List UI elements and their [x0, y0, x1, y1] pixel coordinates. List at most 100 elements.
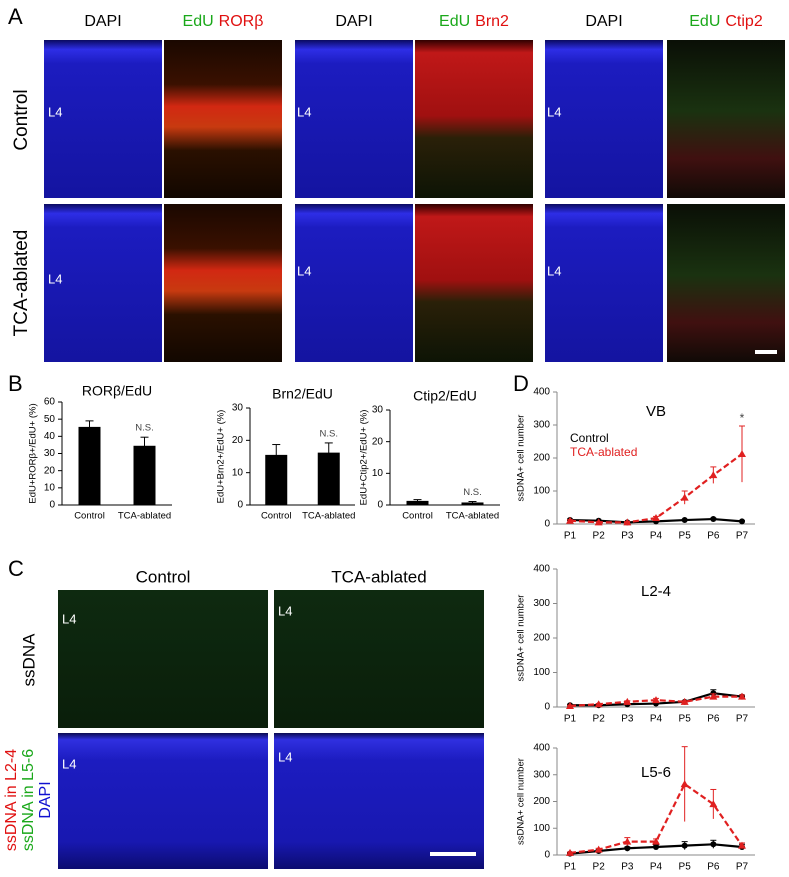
y-tick-label: 300: [533, 769, 550, 780]
y-tick-label: 400: [533, 743, 550, 754]
y-axis-label: EdU+Ctip2+/EdU+ (%): [359, 410, 370, 506]
chart-title: L2-4: [641, 583, 671, 600]
y-axis-label: ssDNA+ cell number: [516, 415, 527, 502]
y-tick-label: 0: [544, 519, 550, 530]
annotation: N.S.: [320, 428, 338, 439]
panel-label: B: [8, 371, 23, 396]
x-tick-label: P6: [707, 531, 720, 542]
y-tick-label: 200: [533, 796, 550, 807]
micrograph: [415, 204, 533, 362]
y-tick-label: 40: [44, 431, 56, 442]
micrograph: [545, 40, 663, 198]
y-tick-label: 100: [533, 823, 550, 834]
column-header: TCA-ablated: [331, 567, 426, 586]
stain-label: RORβ: [219, 13, 264, 30]
x-tick-label: P1: [564, 531, 577, 542]
bar: [78, 426, 101, 505]
y-tick-label: 200: [533, 453, 550, 464]
micrograph: [44, 204, 162, 362]
x-tick-label: P5: [679, 714, 692, 725]
x-tick-label: P4: [650, 531, 663, 542]
annotation: *: [740, 411, 745, 425]
micrograph: [164, 40, 282, 198]
chart-title: VB: [646, 403, 666, 420]
y-tick-label: 0: [544, 850, 550, 861]
y-tick-label: 60: [44, 397, 56, 408]
y-tick-label: 10: [372, 468, 384, 479]
panel-label: A: [8, 4, 23, 29]
panel-label: C: [8, 556, 24, 581]
row-label: TCA-ablated: [11, 230, 32, 337]
bar: [317, 452, 340, 505]
x-tick-label: P2: [593, 862, 606, 873]
bar: [406, 500, 429, 505]
stain-label: Ctip2: [725, 13, 762, 30]
x-tick-label: P3: [621, 862, 634, 873]
marker: [623, 518, 632, 526]
marker: [710, 841, 717, 848]
y-tick-label: 100: [533, 486, 550, 497]
micrograph: [44, 40, 162, 198]
layer-label: L4: [297, 263, 311, 278]
y-tick-label: 0: [237, 500, 243, 511]
row-label: ssDNA in L2-4: [3, 749, 20, 851]
legend-label: Control: [570, 431, 609, 445]
layer-label: L4: [62, 611, 76, 626]
marker: [566, 516, 574, 524]
x-tick-label: TCA-ablated: [446, 511, 499, 522]
column-header: EdU Brn2: [439, 13, 509, 30]
y-tick-label: 30: [232, 403, 244, 414]
x-tick-label: P3: [621, 714, 634, 725]
x-tick-label: P7: [736, 531, 749, 542]
x-tick-label: TCA-ablated: [302, 511, 355, 522]
y-tick-label: 30: [372, 405, 384, 416]
marker: [680, 697, 689, 705]
marker: [624, 845, 631, 852]
micrograph: [667, 40, 785, 198]
column-header: Control: [136, 567, 191, 586]
x-tick-label: P2: [593, 531, 606, 542]
micrograph: [295, 40, 413, 198]
layer-label: L4: [48, 271, 62, 286]
x-tick-label: P1: [564, 714, 577, 725]
y-axis-label: EdU+Brn2+/EdU+ (%): [216, 410, 227, 504]
y-axis-label: ssDNA+ cell number: [516, 758, 527, 845]
x-tick-label: P6: [707, 862, 720, 873]
x-tick-label: P2: [593, 714, 606, 725]
marker: [681, 842, 688, 849]
chart-title: Ctip2/EdU: [413, 388, 477, 404]
marker: [739, 518, 745, 525]
marker: [680, 493, 689, 501]
x-tick-label: P5: [679, 531, 692, 542]
y-tick-label: 0: [49, 500, 55, 511]
marker: [566, 701, 574, 709]
column-header: DAPI: [585, 13, 622, 30]
x-tick-label: Control: [74, 511, 105, 522]
marker: [709, 800, 718, 808]
marker: [738, 841, 746, 849]
micrograph: [545, 204, 663, 362]
y-tick-label: 300: [533, 598, 550, 609]
x-tick-label: TCA-ablated: [118, 511, 171, 522]
y-tick-label: 200: [533, 633, 550, 644]
layer-label: L4: [278, 749, 292, 764]
x-tick-label: P4: [650, 714, 663, 725]
y-tick-label: 20: [372, 436, 384, 447]
micrograph: [274, 590, 484, 728]
column-header: EdU Ctip2: [689, 13, 763, 30]
micrograph: [667, 204, 785, 362]
marker: [710, 516, 717, 523]
x-tick-label: P3: [621, 531, 634, 542]
bar: [265, 454, 288, 505]
marker: [680, 780, 689, 788]
marker: [566, 848, 574, 856]
marker: [652, 696, 660, 704]
stain-label: Brn2: [475, 13, 509, 30]
panel-label: D: [513, 371, 529, 396]
y-tick-label: 300: [533, 420, 550, 431]
y-tick-label: 10: [44, 482, 56, 493]
column-header: DAPI: [84, 13, 121, 30]
marker: [709, 471, 718, 479]
y-axis-label: EdU+RORβ+/EdU+ (%): [28, 403, 39, 503]
